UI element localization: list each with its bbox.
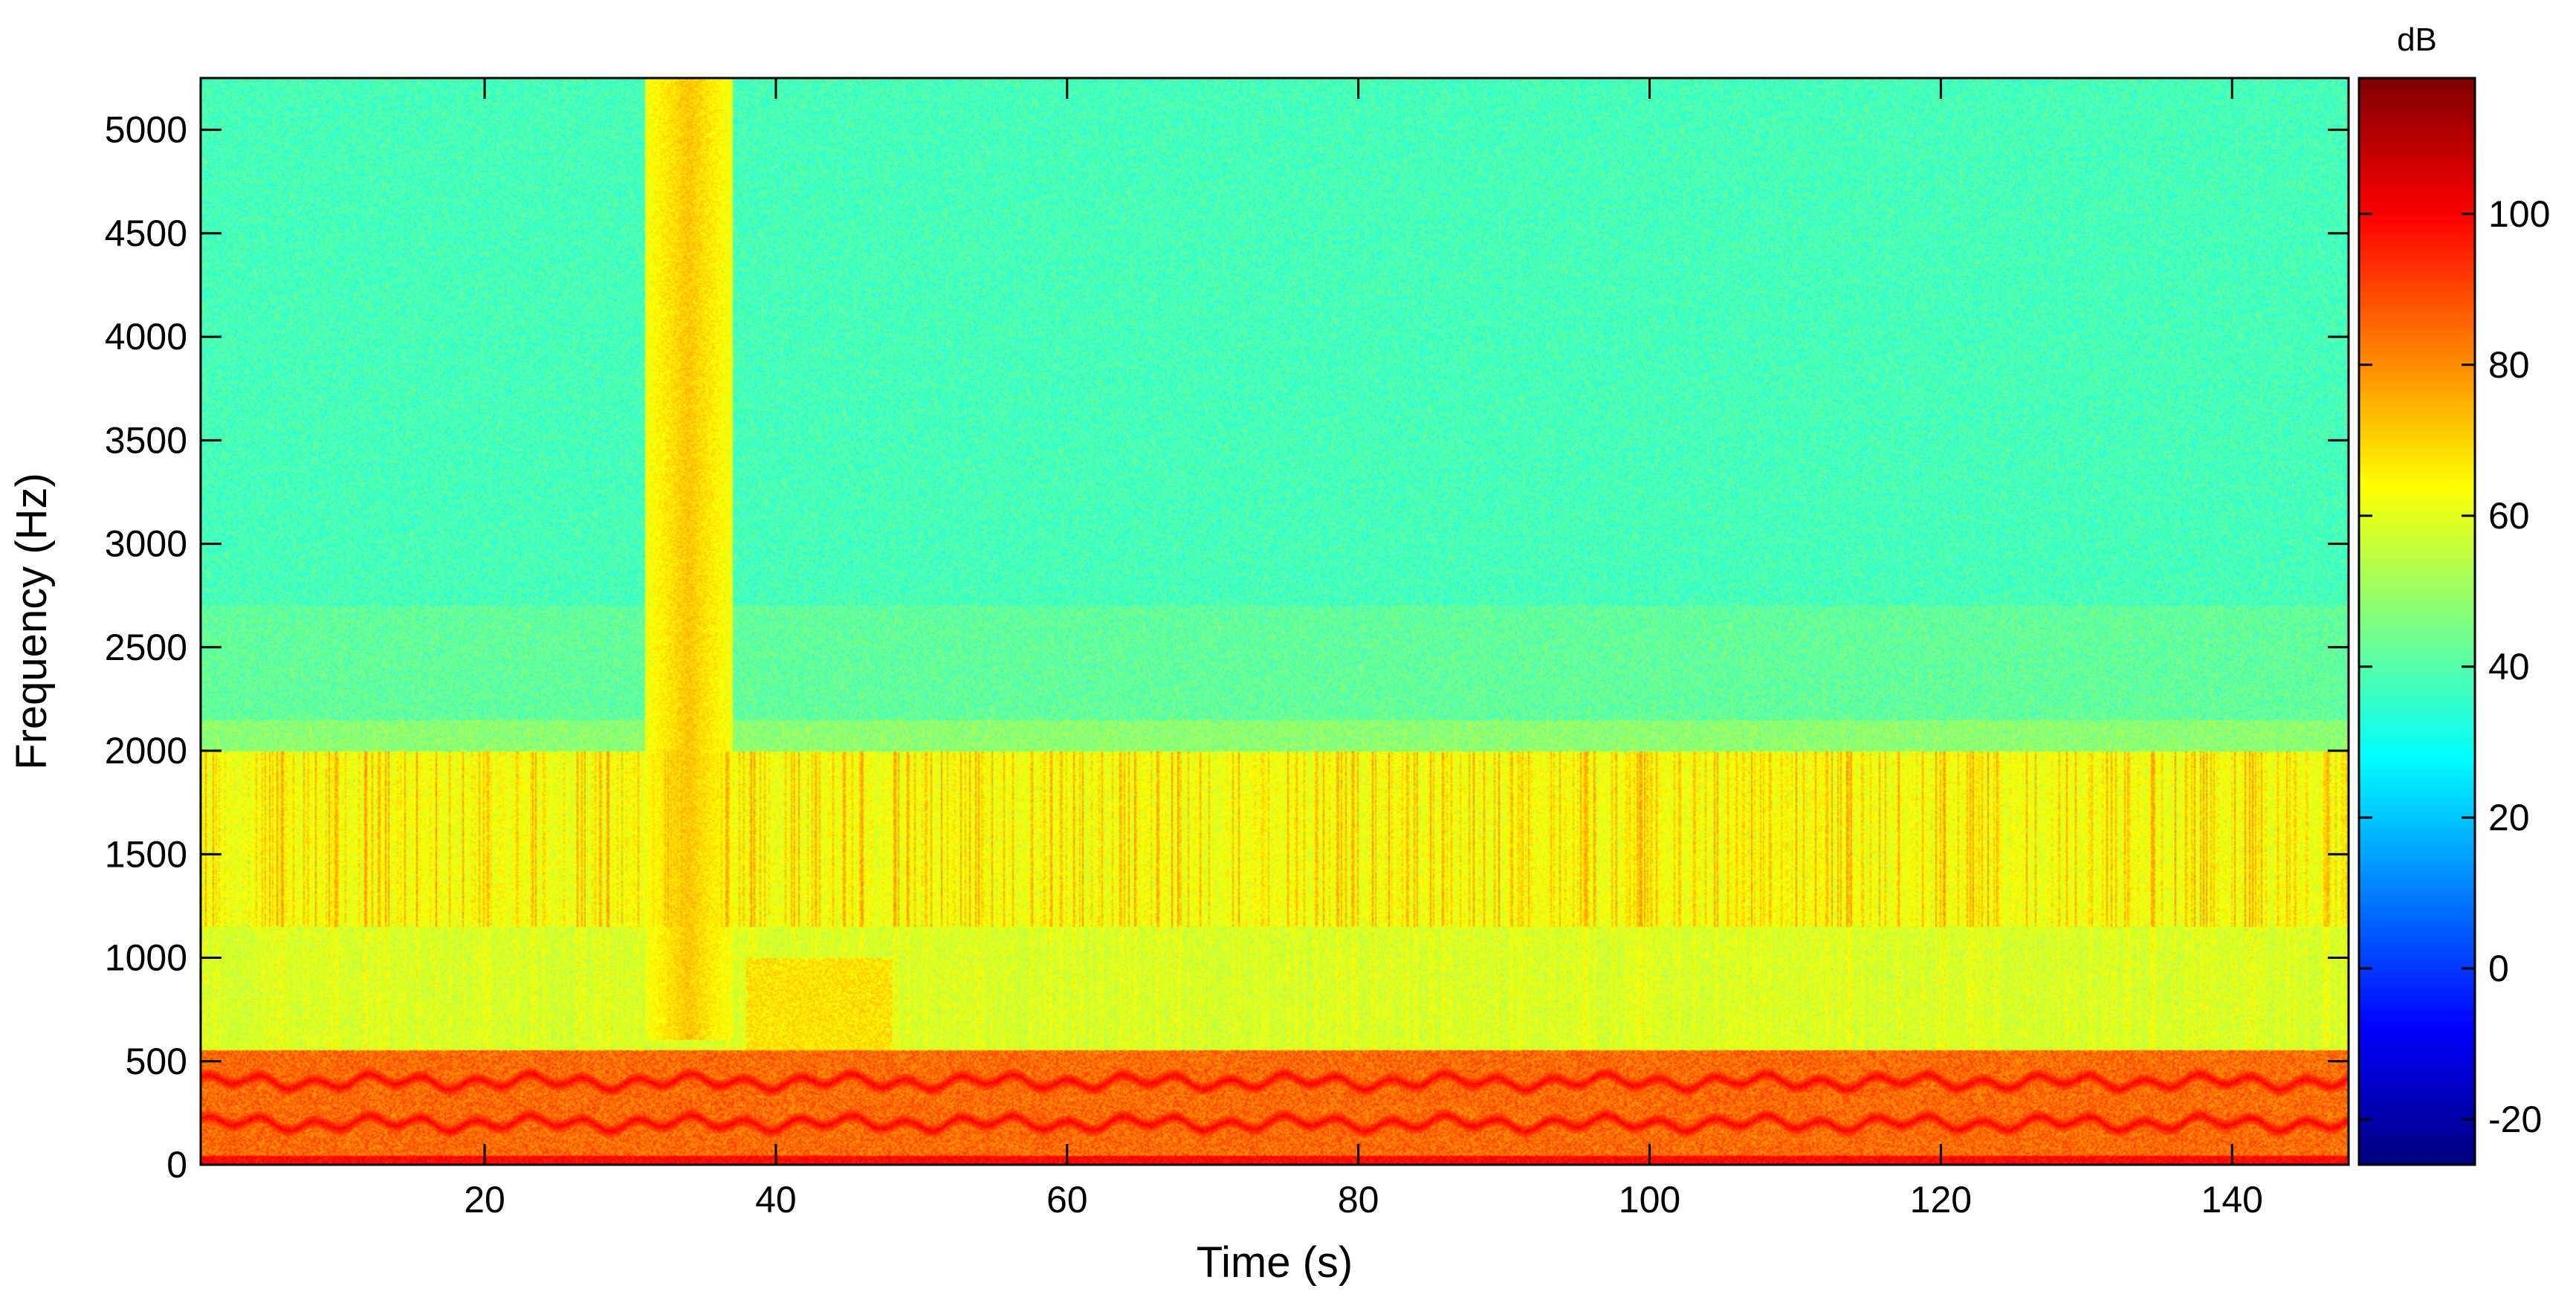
colorbar-tick-label: 40 xyxy=(2488,646,2530,688)
y-tick-label: 4500 xyxy=(105,213,187,254)
x-tick-label: 100 xyxy=(1619,1179,1680,1220)
colorbar-unit-label: dB xyxy=(2397,22,2437,58)
colorbar-frame xyxy=(2357,77,2476,1166)
y-tick-label: 4000 xyxy=(105,316,187,358)
x-axis-ticks: 20 40 60 80 100 120 140 xyxy=(464,78,2263,1220)
x-tick-label: 80 xyxy=(1338,1179,1379,1220)
y-tick-label: 2500 xyxy=(105,627,187,668)
y-tick-label: 500 xyxy=(126,1041,187,1082)
x-tick-label: 140 xyxy=(2201,1179,2263,1220)
colorbar-tick-label: 80 xyxy=(2488,344,2530,386)
y-tick-label: 1000 xyxy=(105,937,187,979)
y-tick-label: 3000 xyxy=(105,523,187,565)
y-tick-label: 1500 xyxy=(105,833,187,875)
spectrogram-heatmap xyxy=(201,78,2349,1165)
x-tick-label: 20 xyxy=(464,1179,505,1220)
colorbar-tick-label: 60 xyxy=(2488,495,2530,537)
y-tick-label: 3500 xyxy=(105,419,187,461)
x-tick-label: 120 xyxy=(1910,1179,1972,1220)
y-tick-label: 2000 xyxy=(105,730,187,772)
colorbar-tick-label: 20 xyxy=(2488,797,2530,838)
y-axis-label: Frequency (Hz) xyxy=(7,473,56,770)
y-axis-ticks: 0 500 1000 1500 2000 2500 3000 3500 4000 4500 5000 xyxy=(105,109,2349,1186)
x-tick-label: 60 xyxy=(1046,1179,1088,1220)
x-tick-label: 40 xyxy=(755,1179,797,1220)
x-axis-label: Time (s) xyxy=(1197,1238,1353,1287)
plot-frame xyxy=(199,77,2350,1166)
colorbar-tick-label: 100 xyxy=(2488,193,2550,235)
colorbar-tick-label: -20 xyxy=(2488,1099,2542,1140)
colorbar-gradient xyxy=(2359,78,2475,1165)
y-tick-label: 0 xyxy=(166,1144,187,1186)
colorbar-ticks: -20 0 20 40 60 80 100 xyxy=(2359,193,2550,1140)
colorbar-tick-label: 0 xyxy=(2488,948,2509,989)
y-tick-label: 5000 xyxy=(105,109,187,151)
